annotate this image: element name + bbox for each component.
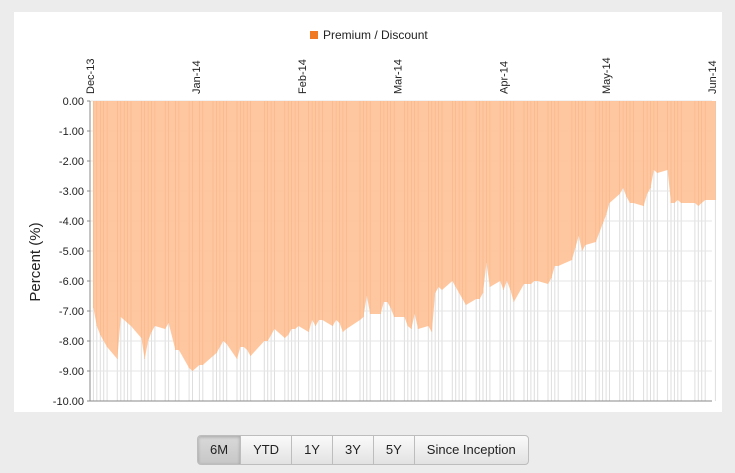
range-button-6m[interactable]: 6M [198,436,242,464]
y-tick-label: -5.00 [59,246,84,258]
x-tick-label: Feb-14 [297,59,309,94]
range-button-5y[interactable]: 5Y [374,436,415,464]
x-tick-label: Apr-14 [499,61,511,94]
y-tick-label: -2.00 [59,156,84,168]
legend-swatch[interactable] [310,31,318,39]
x-tick-label: Mar-14 [393,59,405,94]
y-tick-label: 0.00 [63,96,84,108]
legend-label[interactable]: Premium / Discount [323,28,428,42]
y-tick-label: -9.00 [59,366,84,378]
range-button-since-inception[interactable]: Since Inception [426,442,516,457]
y-tick-label: -7.00 [59,306,84,318]
y-tick-label: -4.00 [59,216,84,228]
range-button-ytd[interactable]: YTD [241,436,293,464]
y-tick-label: -10.00 [53,396,84,408]
y-tick-label: -8.00 [59,336,84,348]
y-axis-title: Percent (%) [27,222,44,301]
range-selector: 6M YTD 1Y 3Y 5Y Since Inception [197,435,529,465]
premium-discount-chart: Premium / Discount Percent (%) 0.00 -1.00… [27,28,719,408]
range-button-1y[interactable]: 1Y [292,436,333,464]
y-tick-label: -3.00 [59,186,84,198]
y-tick-label: -1.00 [59,126,84,138]
x-tick-label: Jan-14 [191,60,203,94]
y-tick-label: -6.00 [59,276,84,288]
x-tick-label: Jun-14 [707,60,719,94]
chart-panel: Premium / Discount Percent (%) 0.00 -1.00… [14,12,722,412]
area-layer [93,101,716,371]
x-tick-label: May-14 [601,57,613,94]
range-button-3y[interactable]: 3Y [333,436,374,464]
x-tick-label: Dec-13 [85,59,97,94]
axis-layer: 0.00 -1.00 -2.00 -3.00 -4.00 -5.00 -6.00 -7.00 -… [53,57,719,408]
